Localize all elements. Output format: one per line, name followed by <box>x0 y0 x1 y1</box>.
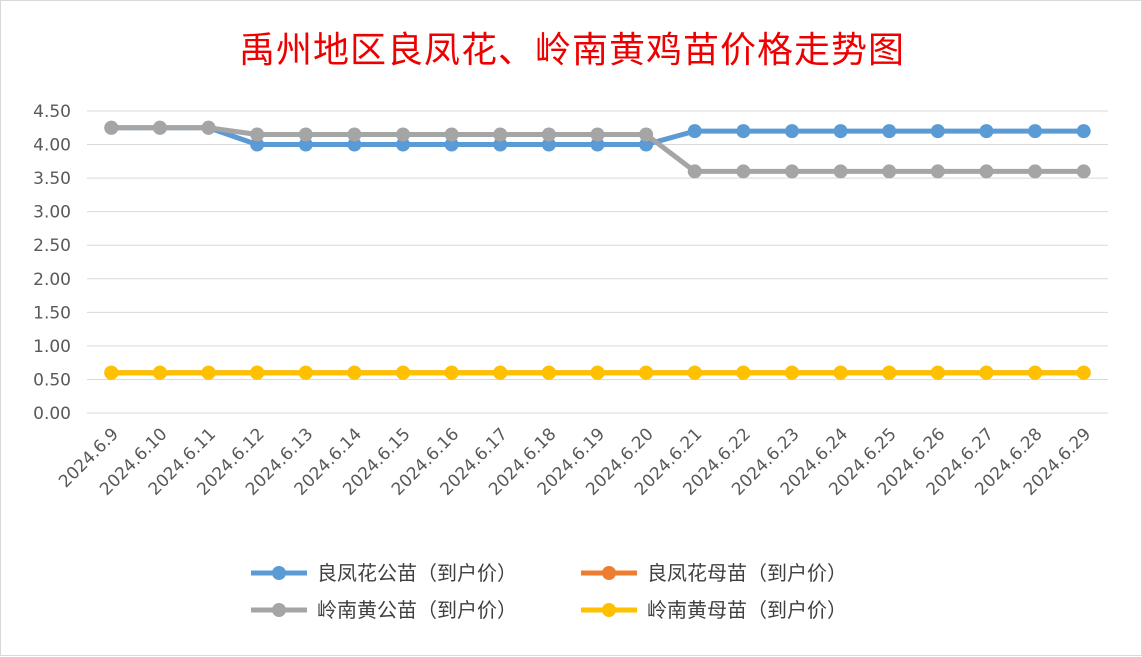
legend-label: 良凤花公苗（到户价） <box>317 561 517 585</box>
data-point <box>201 365 216 380</box>
data-point <box>493 365 508 380</box>
data-point <box>444 127 459 142</box>
data-point <box>833 164 848 179</box>
data-point <box>396 137 411 152</box>
series-0 <box>104 120 1091 152</box>
data-point <box>833 365 848 380</box>
legend-marker <box>272 603 286 617</box>
data-point <box>1028 124 1043 139</box>
data-point <box>396 365 411 380</box>
y-tick-label: 2.00 <box>33 270 71 290</box>
data-point <box>833 124 848 139</box>
data-point <box>298 137 313 152</box>
y-tick-label: 0.00 <box>33 404 71 424</box>
data-point <box>590 365 605 380</box>
data-point <box>736 124 751 139</box>
data-point <box>590 137 605 152</box>
data-point <box>541 137 556 152</box>
data-point <box>493 127 508 142</box>
data-point <box>639 137 654 152</box>
data-point <box>347 127 362 142</box>
data-point <box>1076 124 1091 139</box>
data-point <box>1028 365 1043 380</box>
data-point <box>979 365 994 380</box>
data-point <box>201 120 216 135</box>
data-point <box>687 365 702 380</box>
data-point <box>298 365 313 380</box>
legend: 良凤花公苗（到户价） 良凤花母苗（到户价） 岭南黄公苗（到户价） 岭南黄母苗（到户价） <box>251 561 847 622</box>
data-point <box>930 164 945 179</box>
data-point <box>347 365 362 380</box>
data-point <box>444 137 459 152</box>
data-point <box>979 164 994 179</box>
data-point <box>250 137 265 152</box>
data-point <box>687 164 702 179</box>
y-tick-label: 0.50 <box>33 370 71 390</box>
data-point <box>784 164 799 179</box>
legend-item: 岭南黄公苗（到户价） <box>251 598 517 622</box>
data-point <box>784 365 799 380</box>
data-point <box>104 120 119 135</box>
data-point <box>541 365 556 380</box>
data-point <box>882 164 897 179</box>
series-2 <box>104 120 1091 179</box>
data-point <box>104 365 119 380</box>
legend-item: 良凤花母苗（到户价） <box>581 561 847 585</box>
data-point <box>930 124 945 139</box>
data-point <box>784 124 799 139</box>
data-point <box>298 127 313 142</box>
y-tick-label: 4.00 <box>33 136 71 156</box>
data-point <box>1076 164 1091 179</box>
data-point <box>152 365 167 380</box>
y-tick-label: 1.50 <box>33 303 71 323</box>
data-point <box>541 127 556 142</box>
data-point <box>930 365 945 380</box>
y-tick-label: 3.00 <box>33 203 71 223</box>
data-point <box>152 120 167 135</box>
legend-marker <box>272 566 286 580</box>
legend-item: 岭南黄母苗（到户价） <box>581 598 847 622</box>
y-tick-label: 3.50 <box>33 169 71 189</box>
data-point <box>736 164 751 179</box>
legend-item: 良凤花公苗（到户价） <box>251 561 517 585</box>
y-tick-label: 1.00 <box>33 337 71 357</box>
legend-marker <box>602 603 616 617</box>
data-point <box>250 127 265 142</box>
y-tick-label: 2.50 <box>33 236 71 256</box>
data-point <box>396 127 411 142</box>
data-point <box>1076 365 1091 380</box>
data-point <box>347 137 362 152</box>
legend-label: 岭南黄母苗（到户价） <box>647 598 847 622</box>
y-tick-label: 4.50 <box>33 102 71 122</box>
data-point <box>736 365 751 380</box>
data-point <box>493 137 508 152</box>
data-point <box>639 365 654 380</box>
series-3 <box>104 365 1091 380</box>
data-point <box>639 127 654 142</box>
legend-label: 岭南黄公苗（到户价） <box>317 598 517 622</box>
data-point <box>1028 164 1043 179</box>
data-point <box>590 127 605 142</box>
data-point <box>979 124 994 139</box>
data-point <box>882 124 897 139</box>
chart-title: 禹州地区良凤花、岭南黄鸡苗价格走势图 <box>238 30 905 71</box>
data-point <box>687 124 702 139</box>
legend-label: 良凤花母苗（到户价） <box>647 561 847 585</box>
data-point <box>250 365 265 380</box>
data-point <box>882 365 897 380</box>
data-point <box>444 365 459 380</box>
legend-marker <box>602 566 616 580</box>
